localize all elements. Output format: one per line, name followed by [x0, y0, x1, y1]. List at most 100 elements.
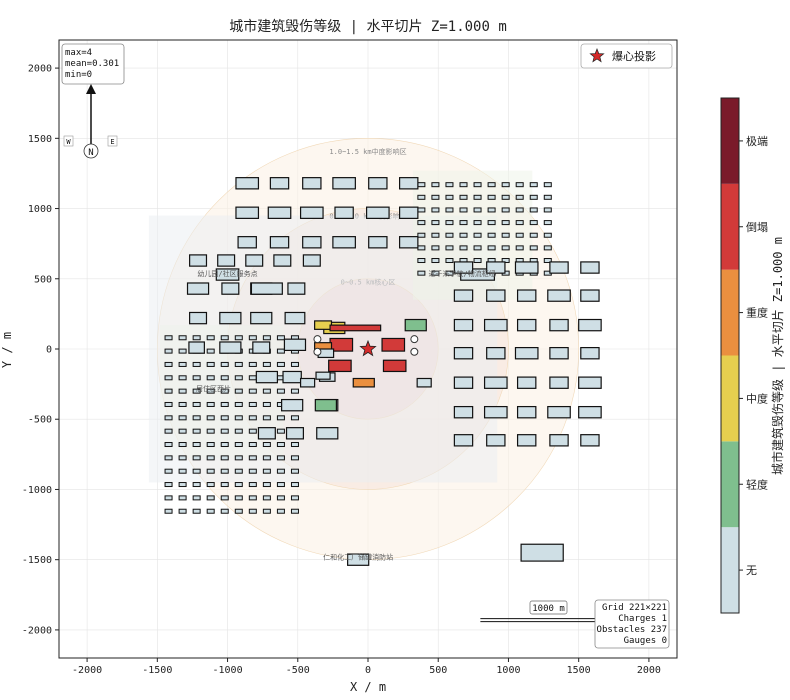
- small-building: [234, 442, 243, 448]
- building: [549, 318, 569, 332]
- building: [257, 427, 276, 440]
- building: [188, 341, 205, 354]
- colorbar-segment: [721, 527, 739, 613]
- building: [453, 289, 474, 302]
- stats-line: max=4: [65, 48, 92, 58]
- building: [580, 261, 600, 274]
- small-building: [290, 508, 299, 514]
- y-axis-label: Y / m: [0, 332, 14, 368]
- y-tick-label: -1000: [22, 485, 52, 496]
- building: [549, 376, 569, 389]
- small-building: [290, 415, 299, 421]
- building: [520, 543, 564, 562]
- charge-star-marker: [359, 339, 377, 357]
- small-building: [276, 348, 285, 354]
- building: [281, 398, 304, 412]
- small-building: [206, 508, 215, 514]
- building: [483, 405, 508, 419]
- small-building: [206, 455, 215, 461]
- small-building: [192, 415, 201, 421]
- colorbar-frame: [720, 97, 740, 614]
- small-building: [459, 232, 468, 238]
- colorbar-segment: [721, 98, 739, 184]
- small-building: [262, 388, 271, 394]
- building: [235, 206, 260, 219]
- tank-marker: [313, 335, 322, 344]
- building: [365, 206, 390, 219]
- building: [453, 405, 474, 419]
- small-building: [234, 361, 243, 367]
- small-building: [417, 207, 426, 213]
- small-building: [290, 455, 299, 461]
- small-building: [248, 482, 257, 488]
- small-building: [192, 482, 201, 488]
- small-building: [431, 258, 440, 264]
- small-building: [234, 401, 243, 407]
- small-building: [234, 468, 243, 474]
- building: [486, 434, 506, 447]
- site-label: 仁和化工厂储罐消防站: [323, 553, 393, 562]
- building: [250, 282, 283, 295]
- small-building: [543, 220, 552, 226]
- building: [580, 346, 600, 360]
- small-building: [262, 468, 271, 474]
- scale-bar-label: 1000 m: [532, 604, 565, 614]
- small-building: [262, 495, 271, 501]
- stats-line: mean=0.301: [65, 59, 119, 69]
- building: [580, 289, 600, 302]
- building: [399, 206, 419, 219]
- small-building: [206, 482, 215, 488]
- y-tick-label: -1500: [22, 555, 52, 566]
- building: [399, 177, 419, 190]
- small-building: [220, 428, 229, 434]
- x-tick-label: 1500: [567, 665, 591, 676]
- legend-frame: [580, 43, 673, 69]
- small-building: [473, 245, 482, 251]
- small-building: [262, 415, 271, 421]
- colorbar-label: 城市建筑毁伤等级 | 水平切片 Z=1.000 m: [770, 237, 785, 475]
- small-building: [276, 415, 285, 421]
- building: [235, 177, 260, 190]
- small-building: [529, 232, 538, 238]
- colorbar: 无 轻度 中度 重度 倒塌 极端: [720, 97, 768, 614]
- building: [368, 177, 388, 190]
- small-building: [529, 207, 538, 213]
- building: [516, 289, 537, 302]
- chart-title: 城市建筑毁伤等级 | 水平切片 Z=1.000 m: [229, 18, 507, 35]
- building: [284, 311, 306, 325]
- x-tick-label: 0: [365, 665, 371, 676]
- small-building: [431, 220, 440, 226]
- small-building: [234, 428, 243, 434]
- y-tick-label: 500: [34, 274, 52, 285]
- building: [302, 254, 321, 267]
- small-building: [178, 508, 187, 514]
- small-building: [276, 335, 285, 341]
- small-building: [234, 375, 243, 381]
- colorbar-tick-label: 极端: [746, 134, 768, 148]
- building: [453, 376, 474, 389]
- building: [547, 289, 571, 302]
- small-building: [178, 348, 187, 354]
- small-building: [473, 232, 482, 238]
- small-building: [473, 258, 482, 264]
- small-building: [248, 415, 257, 421]
- small-building: [529, 182, 538, 188]
- small-building: [164, 495, 173, 501]
- small-building: [445, 245, 454, 251]
- small-building: [515, 182, 524, 188]
- legend: 爆心投影: [580, 43, 673, 69]
- small-building: [206, 361, 215, 367]
- building: [486, 261, 506, 274]
- small-building: [164, 375, 173, 381]
- building: [217, 254, 236, 267]
- building: [299, 206, 324, 219]
- small-building: [515, 245, 524, 251]
- small-building: [487, 220, 496, 226]
- small-building: [206, 415, 215, 421]
- small-building: [276, 388, 285, 394]
- x-tick-label: 2000: [637, 665, 661, 676]
- small-building: [206, 428, 215, 434]
- stats-line: min=0: [65, 70, 92, 80]
- building: [549, 261, 569, 274]
- building: [328, 359, 352, 373]
